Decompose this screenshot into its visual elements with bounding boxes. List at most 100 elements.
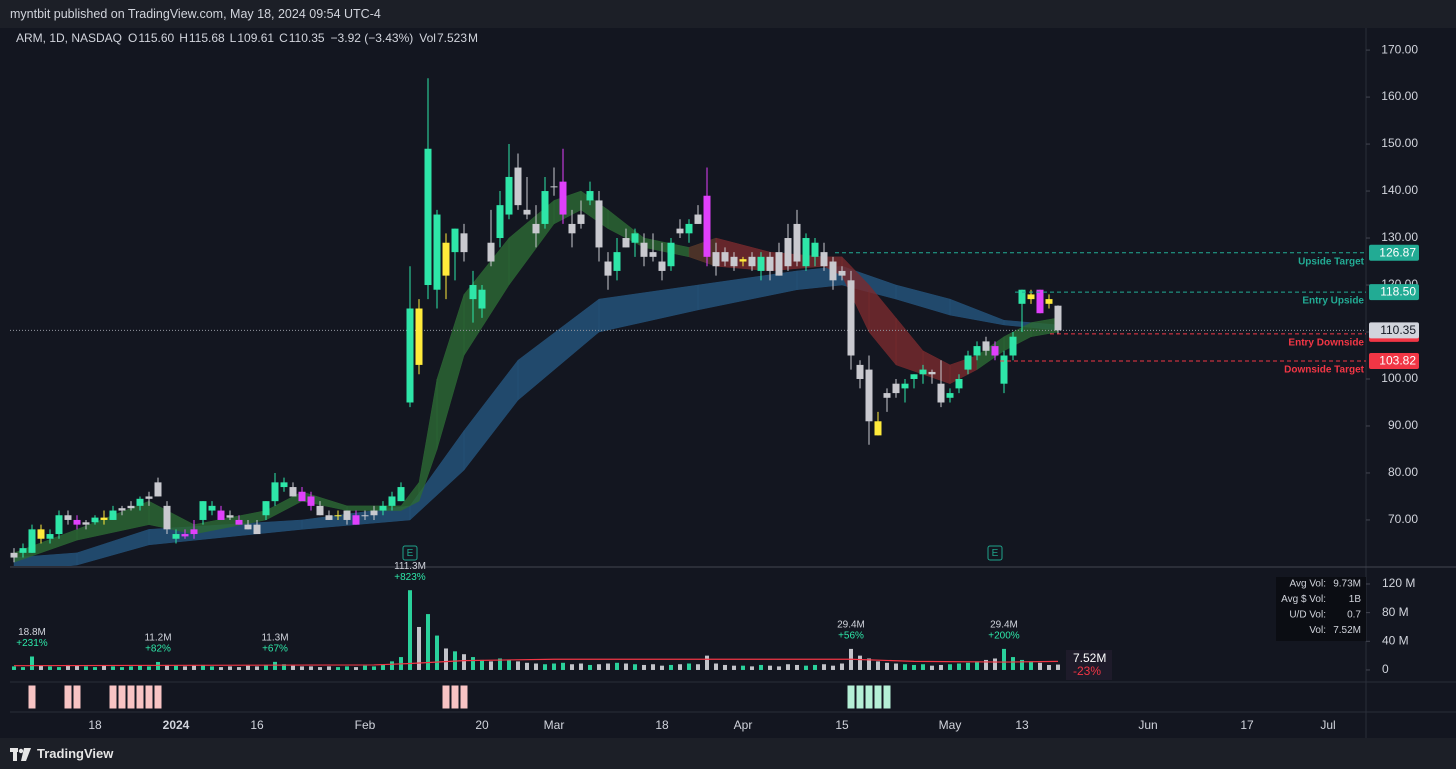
candle-body bbox=[91, 517, 99, 523]
candle-body bbox=[883, 393, 891, 398]
candle-body bbox=[712, 252, 720, 267]
volume-bar bbox=[129, 666, 133, 670]
candle-body bbox=[685, 223, 693, 234]
candle-body bbox=[73, 519, 81, 525]
candle-body bbox=[559, 181, 567, 215]
volume-bar bbox=[498, 658, 502, 670]
overlay: 70.0080.0090.00100.00110.00120.00130.001… bbox=[12, 42, 1419, 732]
last-volume-box bbox=[1066, 650, 1112, 680]
candle-body bbox=[271, 482, 279, 502]
volume-bar bbox=[408, 590, 412, 670]
volume-bar bbox=[21, 667, 25, 670]
chart: 70.0080.0090.00100.00110.00120.00130.001… bbox=[0, 28, 1456, 738]
volume-bar bbox=[714, 663, 718, 670]
volume-bar bbox=[948, 664, 952, 670]
candle-body bbox=[874, 421, 882, 436]
symbol: ARM, 1D, NASDAQ bbox=[16, 31, 123, 45]
volume-bar bbox=[489, 661, 493, 670]
candle-body bbox=[406, 308, 414, 403]
candle-body bbox=[307, 496, 315, 506]
event-marker bbox=[987, 545, 1003, 561]
candle-body bbox=[1000, 355, 1008, 384]
stat-value: 7.52M bbox=[1333, 625, 1361, 636]
ohlc-key: L bbox=[229, 31, 237, 45]
candle-body bbox=[46, 534, 54, 539]
volume-bar bbox=[120, 667, 124, 670]
level-name: Downside Target bbox=[1284, 365, 1364, 376]
signal-block bbox=[459, 684, 469, 710]
ohlc-item: H115.68 bbox=[179, 31, 224, 45]
volume-bar bbox=[507, 659, 511, 670]
ohlc-key: H bbox=[179, 31, 188, 45]
candle-body bbox=[550, 186, 558, 188]
candle-body bbox=[658, 261, 666, 271]
price-label: 126.87 bbox=[1379, 245, 1416, 259]
volume-bar bbox=[111, 666, 115, 670]
candle-body bbox=[118, 508, 126, 511]
candle-body bbox=[145, 496, 153, 499]
event-label: E bbox=[407, 548, 414, 559]
x-tick-label: 16 bbox=[250, 718, 264, 732]
y-tick-label: 160.00 bbox=[1381, 89, 1418, 103]
candle-body bbox=[253, 524, 261, 535]
volume-bar bbox=[678, 664, 682, 670]
candle-body bbox=[613, 252, 621, 271]
vol-key: Vol bbox=[419, 31, 436, 45]
signal-block bbox=[855, 684, 865, 710]
x-tick-label: 18 bbox=[88, 718, 102, 732]
event-marker bbox=[402, 545, 418, 561]
volume-change: +67% bbox=[262, 644, 288, 655]
volume-bar bbox=[246, 665, 250, 670]
candle-body bbox=[217, 510, 225, 520]
stat-value: 1B bbox=[1349, 594, 1362, 605]
signal-block bbox=[450, 684, 460, 710]
volume-label: 29.4M bbox=[990, 620, 1018, 631]
chart-bg bbox=[0, 28, 1456, 738]
candle-body bbox=[433, 214, 441, 290]
ohlc-text: 115.68 bbox=[188, 31, 225, 45]
x-tick-label: 15 bbox=[835, 718, 849, 732]
x-tick-label: 20 bbox=[475, 718, 489, 732]
volume-label: 29.4M bbox=[837, 620, 865, 631]
volume-bar bbox=[777, 666, 781, 670]
volume-bar bbox=[1020, 659, 1024, 670]
volume-bar bbox=[633, 664, 637, 670]
volume-label: 11.2M bbox=[144, 633, 171, 644]
volume-bar bbox=[516, 661, 520, 670]
candle-body bbox=[325, 515, 333, 520]
volume-stats-box bbox=[1276, 577, 1366, 641]
stat-label: U/D Vol: bbox=[1289, 610, 1326, 621]
candle-body bbox=[334, 515, 342, 517]
candle-body bbox=[136, 498, 144, 506]
level-name: Entry Downside bbox=[1288, 337, 1364, 348]
candle-body bbox=[568, 223, 576, 234]
signal-block bbox=[882, 684, 892, 710]
volume-bar bbox=[786, 664, 790, 670]
volume-bar bbox=[615, 662, 619, 670]
candle-body bbox=[676, 228, 684, 234]
volume-bar bbox=[561, 662, 565, 670]
volume-bar bbox=[723, 664, 727, 670]
candle-body bbox=[766, 256, 774, 271]
volume-bar bbox=[462, 654, 466, 670]
volume-tick-label: 0 bbox=[1382, 662, 1389, 676]
signal-block bbox=[846, 684, 856, 710]
volume-bar bbox=[642, 664, 646, 670]
candle-body bbox=[352, 515, 360, 525]
volume-bar bbox=[624, 663, 628, 670]
x-tick-label: 2024 bbox=[163, 718, 190, 732]
volume-bar bbox=[57, 667, 61, 670]
volume-bar bbox=[885, 662, 889, 670]
candle-body bbox=[667, 242, 675, 267]
candle-body bbox=[910, 374, 918, 379]
candle-body bbox=[802, 238, 810, 267]
candle-body bbox=[631, 233, 639, 243]
ohlc-text: 115.60 bbox=[138, 31, 175, 45]
volume-bar bbox=[543, 664, 547, 670]
volume-bar bbox=[930, 665, 934, 670]
candle-body bbox=[55, 515, 63, 535]
x-tick-label: 13 bbox=[1015, 718, 1029, 732]
volume-bar bbox=[966, 662, 970, 670]
volume-bar bbox=[435, 635, 439, 670]
candle-body bbox=[172, 534, 180, 539]
